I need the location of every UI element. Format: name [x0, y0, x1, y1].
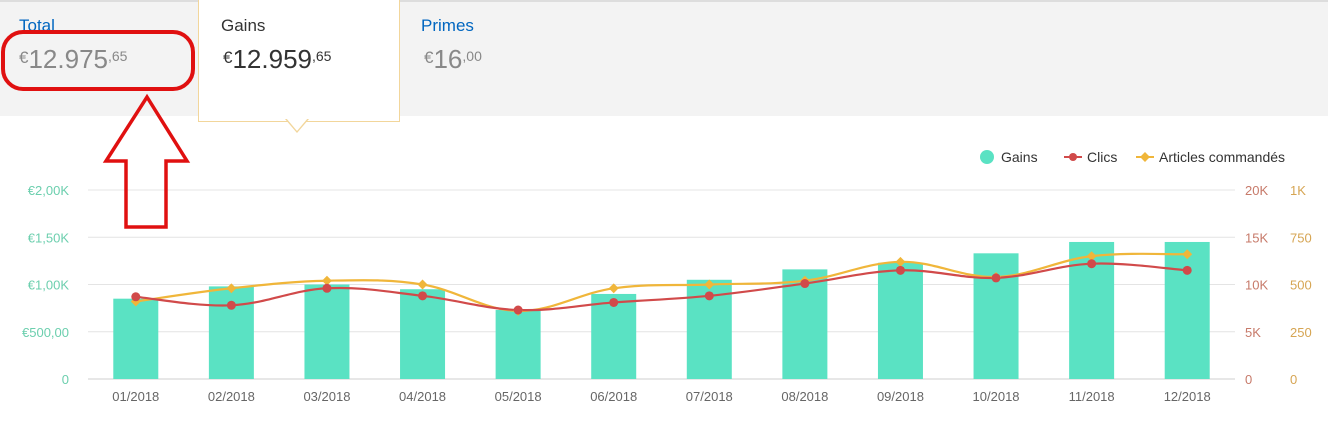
point-clics: [609, 297, 619, 307]
point-clics: [226, 300, 236, 310]
legend-articles-diamond: [1140, 152, 1150, 162]
primes-value: €16,00: [424, 44, 482, 75]
gains-value: €12.959,65: [223, 44, 331, 75]
x-tick-label: 03/2018: [303, 389, 350, 404]
point-clics: [704, 291, 714, 301]
gains-label: Gains: [221, 16, 266, 35]
point-clics: [1182, 265, 1192, 275]
legend-gains-label: Gains: [1001, 149, 1038, 165]
point-clics: [418, 291, 428, 301]
y-left-tick-label: 0: [62, 372, 69, 387]
point-clics: [1087, 259, 1097, 269]
gains-integer: 12.959: [232, 44, 312, 74]
bar-gains: [400, 289, 446, 379]
legend-clics-label: Clics: [1087, 149, 1118, 165]
gains-decimals: ,65: [312, 48, 332, 64]
point-articles: [322, 275, 332, 286]
x-tick-label: 07/2018: [686, 389, 733, 404]
point-clics: [131, 292, 141, 302]
bar-gains: [495, 310, 541, 379]
point-clics: [322, 283, 332, 293]
y-right-clics-tick-label: 20K: [1245, 183, 1268, 198]
x-tick-label: 10/2018: [973, 389, 1020, 404]
bar-gains: [877, 262, 923, 379]
x-tick-label: 02/2018: [208, 389, 255, 404]
bar-gains: [1164, 241, 1210, 379]
x-tick-label: 06/2018: [590, 389, 637, 404]
total-value: €12.975,65: [19, 44, 127, 75]
x-tick-label: 11/2018: [1069, 389, 1115, 404]
total-integer: 12.975: [28, 44, 108, 74]
primes-tab[interactable]: Primes €16,00: [400, 2, 600, 118]
gains-currency: €: [223, 48, 233, 67]
y-right-articles-tick-label: 1K: [1290, 183, 1306, 198]
y-left-tick-label: €2,00K: [28, 183, 70, 198]
y-right-clics-tick-label: 15K: [1245, 230, 1268, 245]
x-tick-label: 01/2018: [112, 389, 159, 404]
summary-bar: Total €12.975,65 Gains €12.959,65 Primes…: [0, 0, 1328, 122]
legend-articles-label: Articles commandés: [1159, 149, 1286, 165]
primes-currency: €: [424, 48, 434, 67]
point-articles: [608, 283, 619, 294]
y-right-clics-tick-label: 0: [1245, 372, 1252, 387]
point-articles: [895, 256, 906, 267]
line-articles: [135, 252, 1188, 313]
y-left-tick-label: €1,50K: [28, 230, 70, 245]
legend-clics-dot: [1069, 153, 1077, 161]
total-highlight-ellipse: [1, 30, 195, 91]
primes-integer: 16: [433, 44, 463, 74]
point-articles: [226, 283, 237, 294]
total-currency: €: [19, 48, 29, 67]
point-clics: [800, 279, 810, 289]
y-right-articles-tick-label: 750: [1290, 230, 1312, 245]
point-clics: [895, 265, 905, 275]
chart-legend: Gains Clics Articles commandés: [980, 146, 1310, 168]
x-tick-label: 04/2018: [399, 389, 446, 404]
active-tab-pointer: [286, 118, 308, 131]
bar-gains: [591, 293, 637, 379]
y-right-clics-tick-label: 10K: [1245, 278, 1268, 293]
legend-gains-swatch: [980, 150, 994, 164]
point-articles: [704, 279, 715, 290]
x-tick-label: 05/2018: [495, 389, 542, 404]
point-clics: [991, 273, 1001, 283]
bar-gains: [113, 298, 159, 379]
total-decimals: ,65: [108, 48, 128, 64]
primes-decimals: ,00: [462, 48, 482, 64]
line-clics: [135, 262, 1188, 312]
y-right-articles-tick-label: 250: [1290, 325, 1312, 340]
y-left-tick-label: €1,00K: [28, 278, 70, 293]
x-tick-label: 09/2018: [877, 389, 924, 404]
y-right-articles-tick-label: 0: [1290, 372, 1297, 387]
y-right-articles-tick-label: 500: [1290, 278, 1312, 293]
x-tick-label: 12/2018: [1164, 389, 1211, 404]
primes-label: Primes: [421, 16, 474, 35]
point-clics: [513, 305, 523, 315]
y-left-tick-label: €500,00: [22, 325, 69, 340]
point-articles: [1086, 251, 1097, 262]
x-tick-label: 08/2018: [781, 389, 828, 404]
bar-gains: [208, 286, 254, 379]
point-articles: [1182, 249, 1193, 260]
y-right-clics-tick-label: 5K: [1245, 325, 1261, 340]
bar-gains: [304, 284, 350, 379]
point-articles: [417, 279, 428, 290]
legend-articles-swatch: [1136, 152, 1154, 162]
legend-clics-swatch: [1064, 153, 1082, 161]
arrow-up-icon: [102, 93, 191, 229]
